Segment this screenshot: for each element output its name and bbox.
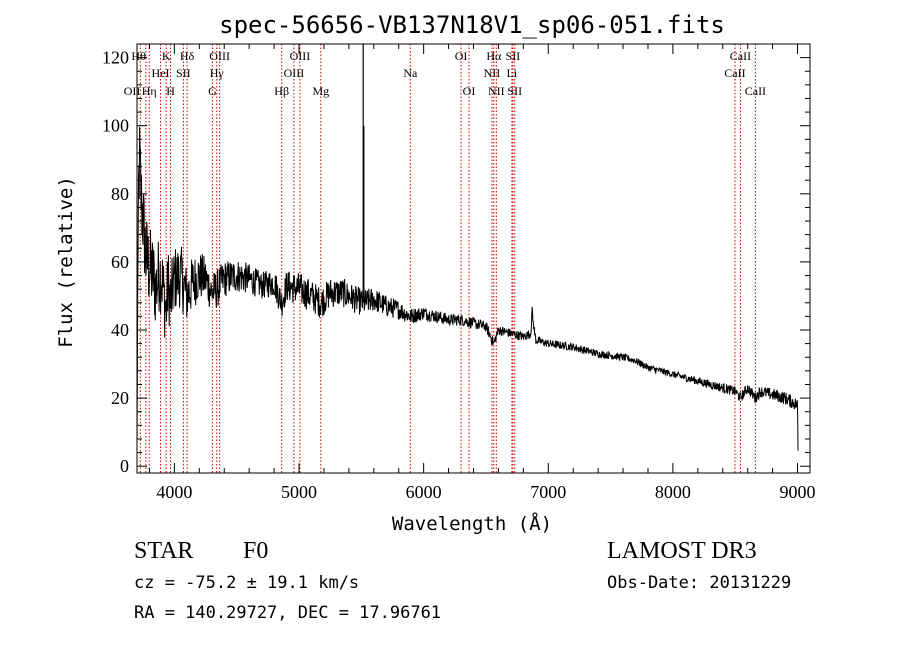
spectral-line-label: CaII xyxy=(724,66,745,80)
x-tick-label: 6000 xyxy=(406,482,442,502)
y-axis-ticks: 0 20 40 60 80 100 120 xyxy=(102,48,810,476)
x-tick-label: 4000 xyxy=(156,482,192,502)
chart-title: spec-56656-VB137N18V1_sp06-051.fits xyxy=(219,11,725,39)
spectral-line-label: H xyxy=(166,84,175,98)
plot-frame xyxy=(136,43,811,474)
spectral-line-labels: OIIHθHηHeIKHSIIHδGHγOIIIHβOIIIOIIIMgNaOI… xyxy=(124,49,766,98)
spectral-line-label: NII xyxy=(488,84,505,98)
spectral-line-label: K xyxy=(162,49,171,63)
spectral-line-label: Hδ xyxy=(180,49,195,63)
y-tick-label: 100 xyxy=(102,116,129,136)
y-axis-label: Flux (relative) xyxy=(55,176,77,348)
spectral-line-label: CaII xyxy=(745,84,766,98)
spectral-line-label: Hθ xyxy=(131,49,146,63)
x-axis-label: Wavelength (Å) xyxy=(392,512,552,535)
obs-date: Obs-Date: 20131229 xyxy=(607,573,792,593)
x-tick-label: 5000 xyxy=(281,482,317,502)
subclass: F0 xyxy=(243,538,269,564)
spectral-line-label: Hη xyxy=(142,84,157,98)
spectral-line-label: G xyxy=(208,84,217,98)
y-tick-label: 40 xyxy=(111,320,129,340)
spectral-line-label: NII xyxy=(484,66,501,80)
spectral-line-label: SII xyxy=(176,66,191,80)
spectrum-curve xyxy=(136,126,799,451)
spectral-line-label: Hγ xyxy=(210,66,225,80)
spectral-line-label: OIII xyxy=(290,49,311,63)
y-tick-label: 0 xyxy=(120,456,129,476)
spectral-line-markers xyxy=(139,44,756,473)
x-tick-label: 8000 xyxy=(655,482,691,502)
spectral-line-label: Na xyxy=(403,66,418,80)
spectral-line-label: SII xyxy=(506,49,521,63)
spectral-line-label: SII xyxy=(507,84,522,98)
survey-name: LAMOST DR3 xyxy=(607,538,757,564)
object-class: STAR xyxy=(134,538,194,564)
x-axis-ticks: 4000 5000 6000 7000 8000 9000 xyxy=(148,44,816,502)
x-tick-label: 9000 xyxy=(780,482,816,502)
redshift-text: cz = -75.2 ± 19.1 km/s xyxy=(134,573,360,593)
spectral-line-label: OIII xyxy=(209,49,230,63)
spectral-line-label: OII xyxy=(124,84,141,98)
spectral-line-label: CaII xyxy=(730,49,751,63)
y-tick-label: 60 xyxy=(111,252,129,272)
spectral-line-label: Hβ xyxy=(274,84,289,98)
y-tick-label: 80 xyxy=(111,184,129,204)
y-tick-label: 20 xyxy=(111,388,129,408)
spectral-line-label: Li xyxy=(507,66,518,80)
spectral-line-label: OI xyxy=(463,84,476,98)
spectral-line-label: OI xyxy=(455,49,468,63)
y-tick-label: 120 xyxy=(102,48,129,68)
x-tick-label: 7000 xyxy=(530,482,566,502)
spectral-line-label: Hα xyxy=(486,49,502,63)
spectral-line-label: HeI xyxy=(152,66,170,80)
coordinates-text: RA = 140.29727, DEC = 17.96761 xyxy=(134,603,442,623)
spectrum-spikes xyxy=(362,44,365,303)
spectral-line-label: OIII xyxy=(284,66,305,80)
spectral-line-label: Mg xyxy=(312,84,329,98)
